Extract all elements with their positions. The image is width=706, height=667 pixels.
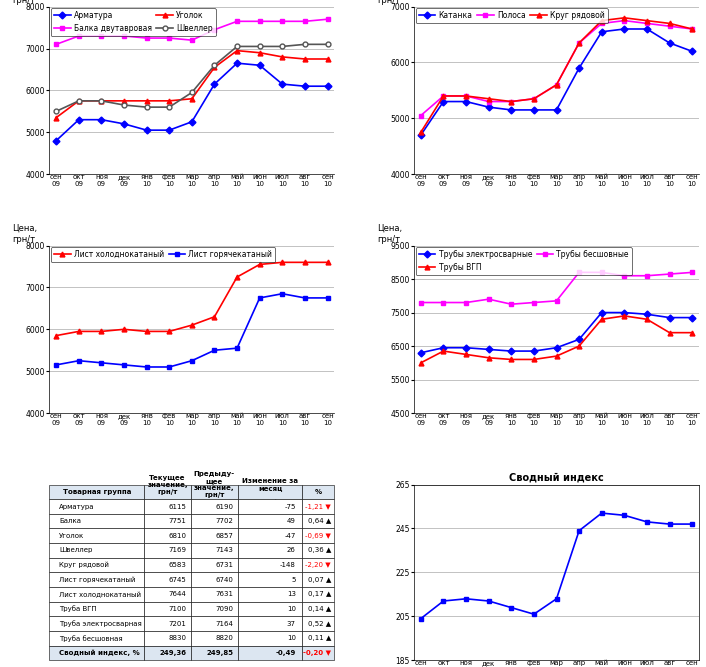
Text: Цена,
грн/т: Цена, грн/т <box>377 224 402 244</box>
Text: Цена,
грн/т: Цена, грн/т <box>13 224 37 244</box>
Legend: Трубы электросварные, Трубы ВГП, Трубы бесшовные: Трубы электросварные, Трубы ВГП, Трубы б… <box>416 247 632 275</box>
Text: Цена,
грн/т: Цена, грн/т <box>377 0 402 5</box>
Title: Сводный индекс: Сводный индекс <box>509 472 604 482</box>
Legend: Арматура, Балка двутавровая, Уголок, Швеллер: Арматура, Балка двутавровая, Уголок, Шве… <box>51 8 216 36</box>
Text: Цена,
грн/т: Цена, грн/т <box>13 0 37 5</box>
Legend: Лист холоднокатаный, Лист горячекатаный: Лист холоднокатаный, Лист горячекатаный <box>51 247 275 262</box>
Legend: Катанка, Полоса, Круг рядовой: Катанка, Полоса, Круг рядовой <box>416 8 608 23</box>
